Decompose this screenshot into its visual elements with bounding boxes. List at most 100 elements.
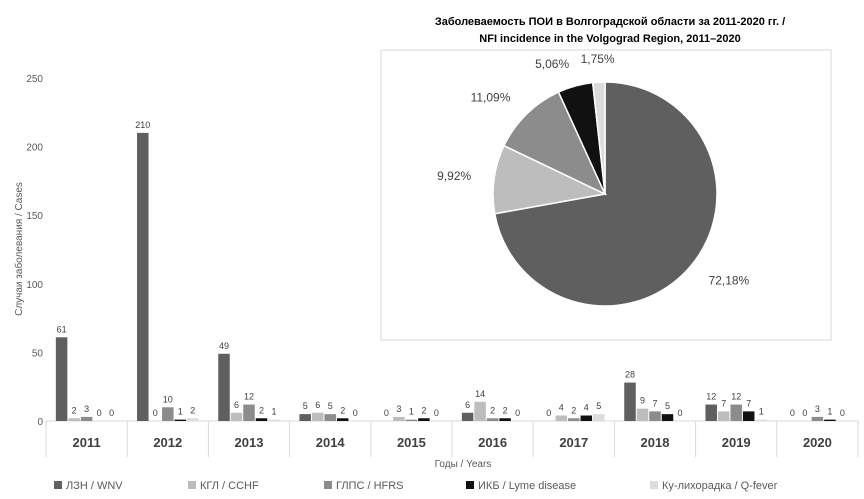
bar-data-label: 1 <box>409 407 414 417</box>
pie-slices <box>492 81 718 307</box>
bar <box>311 412 324 421</box>
bar-data-label: 12 <box>706 392 716 402</box>
bar <box>649 411 661 421</box>
year-separators <box>45 421 859 457</box>
legend-swatch <box>188 481 196 489</box>
bar <box>555 415 568 421</box>
bar <box>405 419 418 421</box>
legend-swatch <box>324 481 332 489</box>
bar-data-label: 2 <box>259 405 264 415</box>
bar-data-label: 0 <box>97 408 102 418</box>
bar-data-label: 0 <box>790 408 795 418</box>
bar-data-label: 49 <box>219 341 229 351</box>
bar <box>636 408 649 421</box>
bar-data-label: 7 <box>721 398 726 408</box>
x-tick-label: 2018 <box>641 435 670 450</box>
y-tick-label: 0 <box>37 417 43 428</box>
bar-data-label: 2 <box>571 405 576 415</box>
bar-data-label: 0 <box>153 408 158 418</box>
bar <box>162 407 174 421</box>
bar <box>418 418 430 421</box>
bar <box>824 419 836 421</box>
bar <box>137 132 149 421</box>
bars <box>55 132 836 421</box>
legend-label: КГЛ / CCHF <box>200 480 259 492</box>
bar-data-label: 0 <box>434 408 439 418</box>
pie-slice-label: 11,09% <box>471 91 511 105</box>
bar-data-label: 14 <box>475 389 485 399</box>
x-tick-label: 2020 <box>803 435 832 450</box>
x-axis-title: Годы / Years <box>435 459 492 470</box>
x-tick-label: 2016 <box>478 435 507 450</box>
bar-data-label: 6 <box>465 400 470 410</box>
x-tick-label: 2014 <box>316 435 346 450</box>
x-tick-label: 2013 <box>235 435 264 450</box>
bar <box>68 418 80 421</box>
bar-data-label: 0 <box>109 408 114 418</box>
legend-swatch <box>466 481 474 489</box>
bar-data-label: 0 <box>515 408 520 418</box>
bar-data-label: 5 <box>665 401 670 411</box>
x-tick-label: 2011 <box>72 435 100 450</box>
bar <box>499 418 511 421</box>
bar-data-label: 1 <box>178 407 183 417</box>
bar-data-label: 6 <box>234 400 239 410</box>
legend-label: ГЛПС / HFRS <box>336 480 404 492</box>
pie-slice-label: 1,75% <box>581 52 615 66</box>
bar <box>461 412 474 421</box>
bar-data-label: 2 <box>72 405 77 415</box>
bar <box>474 401 486 421</box>
bar <box>742 411 755 421</box>
bar-data-label: 210 <box>135 120 150 130</box>
bar-data-label: 2 <box>503 405 508 415</box>
bar <box>55 337 68 421</box>
bar <box>336 418 349 421</box>
bar-data-label: 2 <box>421 405 426 415</box>
bar-data-label: 4 <box>559 403 564 413</box>
bar-data-label: 61 <box>57 324 67 334</box>
bar-data-label: 12 <box>244 392 254 402</box>
bar-data-label: 10 <box>163 394 173 404</box>
bar <box>80 416 93 421</box>
legend: ЛЗН / WNV КГЛ / CCHF ГЛПС / HFRS ИКБ / Lyme… <box>54 480 778 492</box>
bar <box>730 404 742 421</box>
x-axis-tick-labels: 2011 2012 2013 2014 2015 2016 2017 2018 2019 2020 <box>72 435 831 450</box>
bar <box>580 415 593 421</box>
bar <box>593 414 605 421</box>
bar-data-label: 0 <box>384 408 389 418</box>
bar-data-label: 7 <box>746 398 751 408</box>
pie-slice <box>502 91 607 196</box>
bar-data-label: 5 <box>328 401 333 411</box>
bar-data-label: 2 <box>490 405 495 415</box>
bar-data-label: 6 <box>315 400 320 410</box>
bar <box>268 419 280 421</box>
bar <box>755 419 767 421</box>
bar <box>324 414 336 421</box>
x-tick-label: 2019 <box>722 435 751 450</box>
bar <box>243 404 255 421</box>
bar-data-label: 0 <box>677 408 682 418</box>
pie-subtitle: NFI incidence in the Volgograd Region, 2… <box>479 33 740 45</box>
pie-title: Заболеваемость ПОИ в Волгоградской облас… <box>435 16 785 28</box>
bar <box>717 411 730 421</box>
pie-slice-label: 72,18% <box>709 274 750 288</box>
bar <box>393 416 405 421</box>
bar <box>705 404 717 421</box>
legend-swatch <box>650 481 658 489</box>
pie-slice-label: 5,06% <box>535 57 569 71</box>
bar <box>624 382 636 421</box>
bar <box>661 414 674 421</box>
bar <box>174 419 187 421</box>
bar <box>568 418 580 421</box>
y-axis-title: Случаи заболевания / Cases <box>13 182 25 316</box>
bar-data-label: 0 <box>840 408 845 418</box>
bar-data-label: 2 <box>190 405 195 415</box>
x-tick-label: 2015 <box>397 435 426 450</box>
legend-swatch <box>54 481 62 489</box>
legend-label: ЛЗН / WNV <box>66 480 123 492</box>
bar-data-label: 0 <box>353 408 358 418</box>
y-tick-label: 200 <box>26 143 43 154</box>
pie-slice-label: 9,92% <box>437 169 471 183</box>
y-axis-ticks: 0 50 100 150 200 250 <box>26 74 43 428</box>
